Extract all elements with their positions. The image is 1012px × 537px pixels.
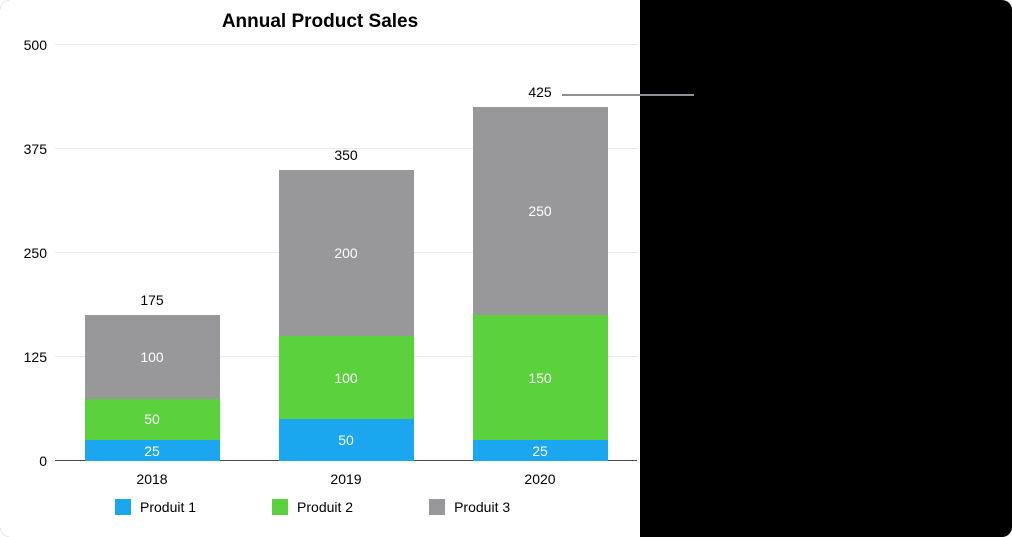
x-label-2020: 2020 — [524, 471, 556, 487]
legend-item-produit-1: Produit 1 — [115, 499, 196, 515]
ytick-label-250: 250 — [23, 245, 47, 261]
bar-value-label: 50 — [338, 432, 354, 449]
legend-item-produit-2: Produit 2 — [272, 499, 353, 515]
bar-value-label: 100 — [140, 349, 164, 366]
bar-group-2018: 25 50 100 175 2018 — [55, 45, 249, 487]
chart-legend: Produit 1 Produit 2 Produit 3 — [115, 499, 510, 515]
bar-value-label: 50 — [144, 411, 160, 428]
callout-line — [562, 94, 694, 96]
legend-swatch — [429, 499, 446, 515]
legend-swatch — [115, 499, 131, 515]
x-label-2018: 2018 — [136, 471, 168, 487]
black-side-panel — [640, 0, 1012, 537]
x-label-2019: 2019 — [330, 471, 362, 487]
ytick-label-500: 500 — [23, 37, 47, 53]
bar-value-label: 25 — [144, 442, 160, 459]
bar-segment-2019-produit-2: 100 — [278, 336, 414, 420]
total-label-2019: 350 — [334, 146, 358, 163]
bar-value-label: 25 — [532, 442, 548, 459]
ytick-label-0: 0 — [39, 453, 47, 469]
bar-value-label: 100 — [334, 369, 358, 386]
legend-label: Produit 1 — [140, 499, 197, 515]
bar-value-label: 150 — [528, 369, 552, 386]
bar-segment-2020-produit-2: 150 — [472, 315, 608, 441]
ytick-label-375: 375 — [23, 141, 47, 157]
bar-segment-2018-produit-2: 50 — [84, 398, 220, 441]
legend-label: Produit 2 — [297, 499, 354, 515]
bar-segment-2018-produit-1: 25 — [84, 440, 220, 461]
legend-item-produit-3: Produit 3 — [429, 499, 510, 515]
bar-segment-2019-produit-3: 200 — [278, 169, 414, 337]
ytick-label-125: 125 — [23, 349, 47, 365]
gridline-375 — [55, 148, 637, 149]
bar-group-2020: 25 150 250 425 2020 — [443, 45, 637, 487]
bar-segment-2020-produit-1: 25 — [472, 440, 608, 461]
chart-title: Annual Product Sales — [221, 11, 419, 32]
bar-segment-2020-produit-3: 250 — [472, 107, 608, 316]
plot-area: 0 125 250 375 500 25 50 100 175 2018 50 100 200 350 20… — [24, 37, 637, 487]
bar-segment-2019-produit-1: 50 — [278, 419, 414, 461]
legend-swatch — [272, 499, 289, 515]
legend-label: Produit 3 — [454, 499, 511, 515]
gridline-500 — [55, 44, 637, 45]
bar-group-2019: 50 100 200 350 2019 — [249, 45, 443, 487]
chart-panel: Annual Product Sales 0 125 250 375 500 25 50 10… — [0, 0, 640, 537]
total-label-2020: 425 — [528, 84, 552, 101]
bar-value-label: 200 — [334, 245, 358, 261]
bar-segment-2018-produit-3: 100 — [84, 315, 220, 399]
total-label-2018: 175 — [140, 292, 164, 309]
bar-value-label: 250 — [528, 203, 552, 220]
